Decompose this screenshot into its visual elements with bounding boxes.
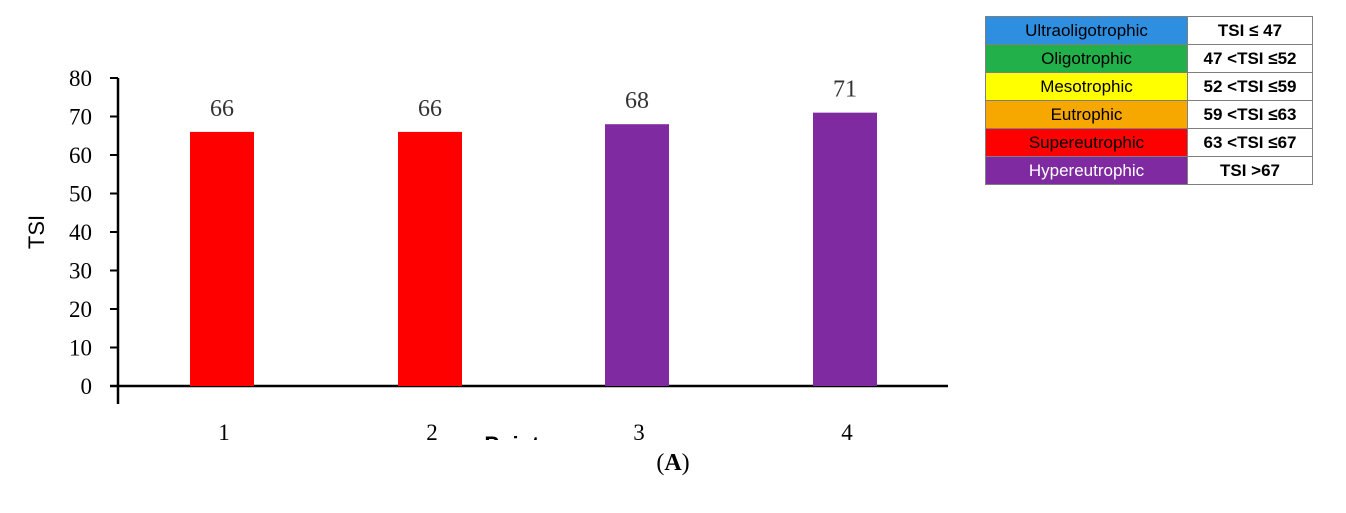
bar: [605, 124, 669, 386]
tsi-bar-chart: 0 10 20 30 40 50 60 70 80 66 1 66 2 68 3 71 4 Points TSI: [24, 66, 948, 440]
data-label: 68: [625, 88, 649, 114]
legend-class-cell: Supereutrophic: [985, 128, 1188, 157]
bar: [813, 112, 877, 387]
legend-row: Hypereutrophic TSI >67: [985, 156, 1313, 185]
panel-label-letter: A: [664, 450, 682, 476]
y-tick-label: 10: [69, 336, 92, 361]
panel-label: (A): [0, 450, 1346, 477]
legend-range-cell: TSI ≤ 47: [1187, 16, 1313, 45]
legend-row: Eutrophic 59 <TSI ≤63: [985, 100, 1313, 129]
data-label: 66: [210, 96, 234, 122]
legend-range-cell: 52 <TSI ≤59: [1187, 72, 1313, 101]
x-tick-label: 1: [218, 420, 230, 440]
y-tick-label: 80: [69, 66, 92, 91]
y-tick-label: 50: [69, 182, 92, 207]
panel-label-open: (: [656, 450, 665, 476]
bar: [398, 131, 462, 386]
legend-class-cell: Hypereutrophic: [985, 156, 1188, 185]
legend-row: Supereutrophic 63 <TSI ≤67: [985, 128, 1313, 157]
legend-class-cell: Oligotrophic: [985, 44, 1188, 73]
y-axis-title: TSI: [24, 215, 49, 249]
y-tick-label: 30: [69, 259, 92, 284]
y-tick-label: 70: [69, 105, 92, 130]
legend-range-cell: 59 <TSI ≤63: [1187, 100, 1313, 129]
y-tick-label: 20: [69, 297, 92, 322]
x-axis-title: Points: [484, 432, 551, 440]
panel-label-close: ): [681, 450, 690, 476]
x-tick-label: 2: [426, 420, 438, 440]
y-tick-label: 60: [69, 143, 92, 168]
x-tick-label: 4: [841, 420, 853, 440]
bar: [190, 131, 254, 386]
legend-row: Mesotrophic 52 <TSI ≤59: [985, 72, 1313, 101]
legend-range-cell: TSI >67: [1187, 156, 1313, 185]
legend-range-cell: 63 <TSI ≤67: [1187, 128, 1313, 157]
legend-class-cell: Eutrophic: [985, 100, 1188, 129]
legend-class-cell: Mesotrophic: [985, 72, 1188, 101]
legend-row: Oligotrophic 47 <TSI ≤52: [985, 44, 1313, 73]
legend-range-cell: 47 <TSI ≤52: [1187, 44, 1313, 73]
legend-row: Ultraoligotrophic TSI ≤ 47: [985, 16, 1313, 45]
data-label: 66: [418, 96, 442, 122]
data-label: 71: [833, 77, 857, 103]
y-tick-label: 0: [81, 374, 93, 399]
legend-body: Ultraoligotrophic TSI ≤ 47 Oligotrophic 47 …: [985, 16, 1313, 185]
trophic-state-legend: Ultraoligotrophic TSI ≤ 47 Oligotrophic 47 …: [985, 16, 1313, 185]
x-tick-label: 3: [633, 420, 645, 440]
legend-class-cell: Ultraoligotrophic: [985, 16, 1188, 45]
y-tick-label: 40: [69, 220, 92, 245]
